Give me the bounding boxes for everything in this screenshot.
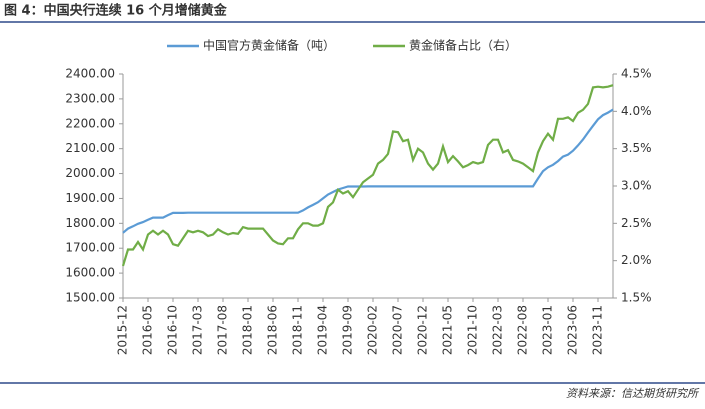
- x-tick-label: 2017-08: [216, 305, 230, 355]
- x-tick-label: 2016-10: [166, 305, 180, 355]
- series-line: [122, 108, 614, 234]
- source: 资料来源：信达期货研究所: [566, 387, 700, 400]
- y-tick-label: 2400.00: [65, 67, 115, 81]
- y-tick-label: 2300.00: [65, 91, 115, 105]
- y2-tick-label: 3.0%: [621, 179, 652, 193]
- x-tick-label: 2021-05: [441, 305, 455, 355]
- x-tick-label: 2018-01: [241, 305, 255, 355]
- y2-tick-label: 4.0%: [621, 104, 652, 118]
- y2-tick-label: 4.5%: [621, 67, 652, 81]
- x-tick-label: 2019-09: [341, 305, 355, 355]
- x-tick-label: 2020-12: [416, 305, 430, 355]
- y-tick-label: 1500.00: [65, 291, 115, 305]
- y-tick-label: 2000.00: [65, 166, 115, 180]
- legend-label: 中国官方黄金储备（吨）: [203, 38, 335, 53]
- x-tick-label: 2016-05: [141, 305, 155, 355]
- x-tick-label: 2022-08: [516, 305, 530, 355]
- series-line: [121, 84, 614, 267]
- x-tick-label: 2023-01: [541, 305, 555, 355]
- y-tick-label: 1800.00: [65, 216, 115, 230]
- y-tick-label: 1900.00: [65, 191, 115, 205]
- x-tick-label: 2023-06: [566, 305, 580, 355]
- chart-title: 图 4：中国央行连续 16 个月增储黄金: [4, 3, 228, 19]
- x-tick-label: 2018-11: [291, 305, 305, 355]
- x-tick-label: 2015-12: [116, 305, 130, 355]
- x-tick-label: 2020-07: [391, 305, 405, 355]
- x-tick-label: 2017-03: [191, 305, 205, 355]
- y2-tick-label: 3.5%: [621, 141, 652, 155]
- x-tick-label: 2019-04: [316, 305, 330, 355]
- x-tick-label: 2023-11: [591, 305, 605, 355]
- y2-tick-label: 2.5%: [621, 216, 652, 230]
- legend-label: 黄金储备占比（右）: [409, 38, 517, 53]
- y2-tick-label: 2.0%: [621, 253, 652, 267]
- x-tick-label: 2022-03: [491, 305, 505, 355]
- y-tick-label: 1700.00: [65, 241, 115, 255]
- y-tick-label: 1600.00: [65, 266, 115, 280]
- y2-tick-label: 1.5%: [621, 291, 652, 305]
- x-tick-label: 2020-02: [366, 305, 380, 355]
- y-tick-label: 2100.00: [65, 141, 115, 155]
- x-tick-label: 2021-10: [466, 305, 480, 355]
- x-tick-label: 2018-06: [266, 305, 280, 355]
- y-tick-label: 2200.00: [65, 116, 115, 130]
